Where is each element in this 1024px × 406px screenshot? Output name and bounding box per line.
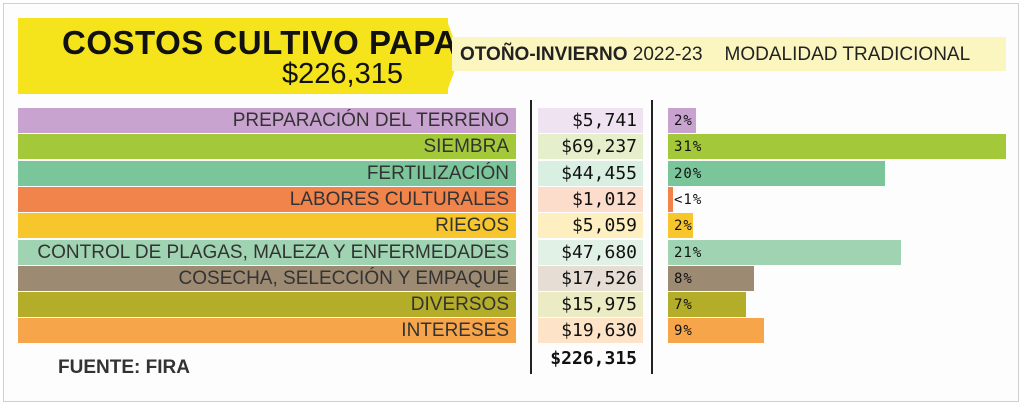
subtitle-banner	[452, 37, 1006, 71]
percent-label: <1%	[674, 191, 703, 208]
category-label: DIVERSOS	[18, 292, 516, 318]
chart-total: $226,315	[282, 58, 403, 90]
cost-value: $19,630	[538, 318, 643, 344]
cost-value: $47,680	[538, 239, 643, 265]
percent-label: 20%	[674, 165, 703, 182]
cost-value: $5,741	[538, 108, 643, 133]
cost-value: $1,012	[538, 186, 643, 212]
value-column-right-rule	[651, 100, 653, 374]
modality-label: MODALIDAD TRADICIONAL	[724, 44, 971, 65]
percent-label: 31%	[674, 139, 703, 156]
percent-label: 7%	[674, 297, 693, 314]
chart-subtitle: OTOÑO-INVIERNO 2022-23 MODALIDAD TRADICIO…	[460, 44, 970, 66]
percent-bar	[668, 186, 673, 212]
percent-bar	[668, 213, 693, 239]
percent-label: 2%	[674, 113, 693, 129]
cost-value: $5,059	[538, 213, 643, 239]
category-label: COSECHA, SELECCIÓN Y EMPAQUE	[18, 265, 516, 291]
percent-label: 9%	[674, 323, 693, 340]
cost-value: $44,455	[538, 160, 643, 186]
cost-value: $17,526	[538, 265, 643, 291]
percent-label: 21%	[674, 244, 703, 261]
percent-bar	[668, 108, 697, 133]
cost-value: $69,237	[538, 134, 643, 160]
percent-bar	[668, 318, 764, 344]
chart-title: COSTOS CULTIVO PAPA	[62, 24, 458, 61]
title-banner	[18, 18, 448, 94]
value-column-left-rule	[530, 100, 532, 374]
category-label: PREPARACIÓN DEL TERRENO	[18, 108, 516, 133]
percent-label: 8%	[674, 270, 693, 287]
percent-bar	[668, 160, 886, 186]
category-label: RIEGOS	[18, 213, 516, 239]
category-label: INTERESES	[18, 318, 516, 344]
percent-bar	[668, 134, 1006, 160]
percent-bar	[668, 239, 901, 265]
category-label: CONTROL DE PLAGAS, MALEZA Y ENFERMEDADES	[18, 239, 516, 265]
season-label: OTOÑO-INVIERNO	[460, 44, 628, 65]
season-year: 2022-23	[632, 44, 703, 65]
category-label: FERTILIZACIÓN	[18, 160, 516, 186]
sum-value: $226,315	[550, 348, 637, 369]
category-label: LABORES CULTURALES	[18, 186, 516, 212]
source-note: FUENTE: FIRA	[58, 357, 190, 378]
category-label: SIEMBRA	[18, 134, 516, 160]
cost-value: $15,975	[538, 292, 643, 318]
percent-bar	[668, 265, 754, 291]
percent-bar	[668, 292, 746, 318]
percent-label: 2%	[674, 218, 693, 235]
